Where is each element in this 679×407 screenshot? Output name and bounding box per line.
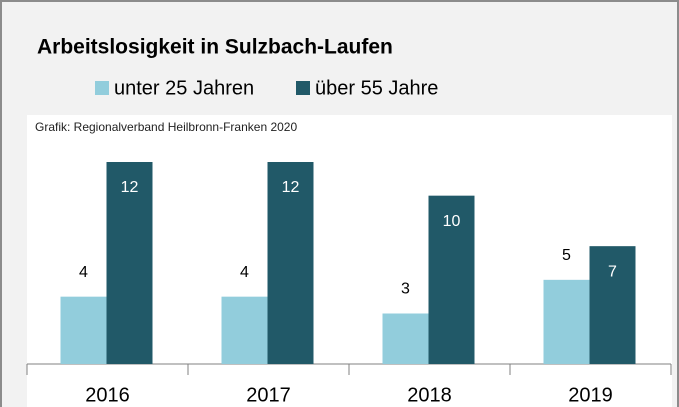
x-tick-label: 2019	[568, 384, 613, 406]
bar	[589, 246, 636, 364]
bar	[382, 313, 429, 364]
value-label: 3	[401, 281, 410, 298]
legend-label: über 55 Jahre	[315, 77, 438, 99]
value-label: 4	[79, 264, 88, 281]
bar	[267, 162, 314, 364]
bar	[543, 279, 590, 364]
bar	[106, 162, 153, 364]
legend-label: unter 25 Jahren	[114, 77, 254, 99]
value-label: 5	[562, 247, 571, 264]
bar	[60, 296, 107, 364]
value-label: 7	[608, 263, 617, 280]
value-label: 12	[121, 179, 139, 196]
x-tick-label: 2017	[246, 384, 291, 406]
value-label: 4	[240, 264, 249, 281]
value-label: 10	[443, 213, 461, 230]
legend-swatch	[296, 81, 310, 95]
x-tick-label: 2016	[85, 384, 130, 406]
legend-swatch	[95, 81, 109, 95]
bar	[221, 296, 268, 364]
source-note: Grafik: Regionalverband Heilbronn-Franke…	[35, 120, 297, 134]
x-tick-label: 2018	[407, 384, 452, 406]
value-label: 12	[282, 179, 300, 196]
bar	[428, 195, 475, 364]
chart-title: Arbeitslosigkeit in Sulzbach-Laufen	[37, 36, 393, 59]
